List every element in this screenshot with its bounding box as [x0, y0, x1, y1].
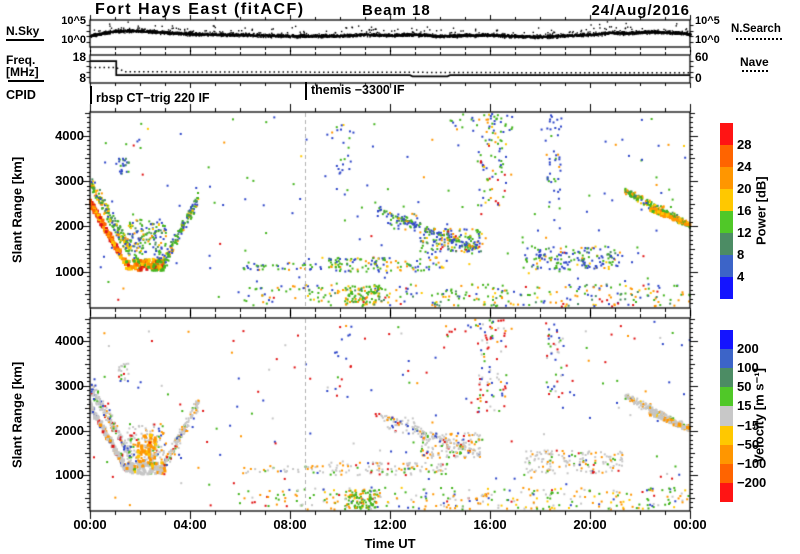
colorbar-segment — [720, 425, 733, 445]
colorbar-tick-label: −15 — [737, 417, 760, 433]
nsky-solid-line-legend — [6, 39, 44, 41]
colorbar-segment — [720, 145, 733, 167]
colorbar-tick-label: 24 — [737, 159, 752, 174]
colorbar-tick-label: 12 — [737, 225, 752, 240]
cpid-label: CPID — [6, 88, 36, 102]
freq-solid-line-legend — [8, 80, 44, 82]
time-tick-label: 08:00 — [273, 517, 307, 532]
time-tick-label: 16:00 — [473, 517, 507, 532]
colorbar-segment — [720, 167, 733, 189]
colorbar-tick-label: 200 — [737, 341, 759, 357]
colorbar-segment — [720, 444, 733, 464]
colorbar-segment — [720, 349, 733, 369]
time-tick-label: 20:00 — [573, 517, 607, 532]
colorbar-segment — [720, 211, 733, 233]
power-colorbar-label: Power [dB] — [753, 176, 769, 246]
range-tick-label: 1000 — [55, 263, 84, 279]
colorbar-tick-label: 4 — [737, 269, 745, 284]
nsearch-label: N.Search — [731, 23, 781, 35]
colorbar-tick-label: 50 — [737, 379, 752, 395]
colorbar-segment — [720, 277, 733, 299]
power-scatter-panel-canvas — [78, 100, 702, 320]
time-tick-label: 04:00 — [173, 517, 207, 532]
range-tick-label: 2000 — [55, 218, 84, 234]
colorbar-tick-label: 16 — [737, 203, 752, 218]
colorbar-tick-label: −200 — [737, 474, 767, 490]
range-tick-label: 4000 — [55, 333, 84, 349]
freq-label-line2: [MHz] — [6, 65, 39, 79]
colorbar-segment — [720, 123, 733, 145]
time-axis-label: Time UT — [364, 536, 416, 551]
time-tick-label: 00:00 — [673, 517, 707, 532]
velocity-colorbar — [720, 330, 733, 502]
time-tick-label: 00:00 — [73, 517, 107, 532]
colorbar-segment — [720, 482, 733, 502]
colorbar-segment — [720, 387, 733, 407]
nave-label: Nave — [740, 55, 769, 69]
frequency-plot-canvas — [78, 43, 702, 95]
cpid-segment-divider — [90, 86, 92, 104]
nsearch-dotted-line-legend — [736, 38, 782, 40]
power-yaxis-label: Slant Range [km] — [9, 156, 25, 264]
colorbar-tick-label: 8 — [737, 247, 745, 262]
power-colorbar — [720, 123, 733, 299]
range-tick-label: 4000 — [55, 127, 84, 143]
colorbar-segment — [720, 189, 733, 211]
time-tick-label: 12:00 — [373, 517, 407, 532]
colorbar-tick-label: 28 — [737, 137, 752, 152]
colorbar-tick-label: 15 — [737, 398, 752, 414]
colorbar-tick-label: −100 — [737, 455, 767, 471]
nave-dotted-line-legend — [742, 70, 768, 72]
range-tick-label: 3000 — [55, 172, 84, 188]
range-tick-label: 2000 — [55, 422, 84, 438]
colorbar-tick-label: 100 — [737, 360, 759, 376]
colorbar-segment — [720, 406, 733, 426]
colorbar-segment — [720, 233, 733, 255]
colorbar-segment — [720, 463, 733, 483]
colorbar-segment — [720, 368, 733, 388]
freq-label-line1: Freq. — [6, 53, 36, 67]
velocity-scatter-panel-canvas — [78, 306, 702, 523]
nsky-label: N.Sky — [6, 24, 40, 38]
velocity-yaxis-label: Slant Range [km] — [9, 361, 25, 468]
range-tick-label: 1000 — [55, 467, 84, 483]
colorbar-segment — [720, 255, 733, 277]
colorbar-tick-label: −50 — [737, 436, 760, 452]
range-tick-label: 3000 — [55, 377, 84, 393]
colorbar-tick-label: 20 — [737, 181, 752, 196]
colorbar-segment — [720, 330, 733, 350]
